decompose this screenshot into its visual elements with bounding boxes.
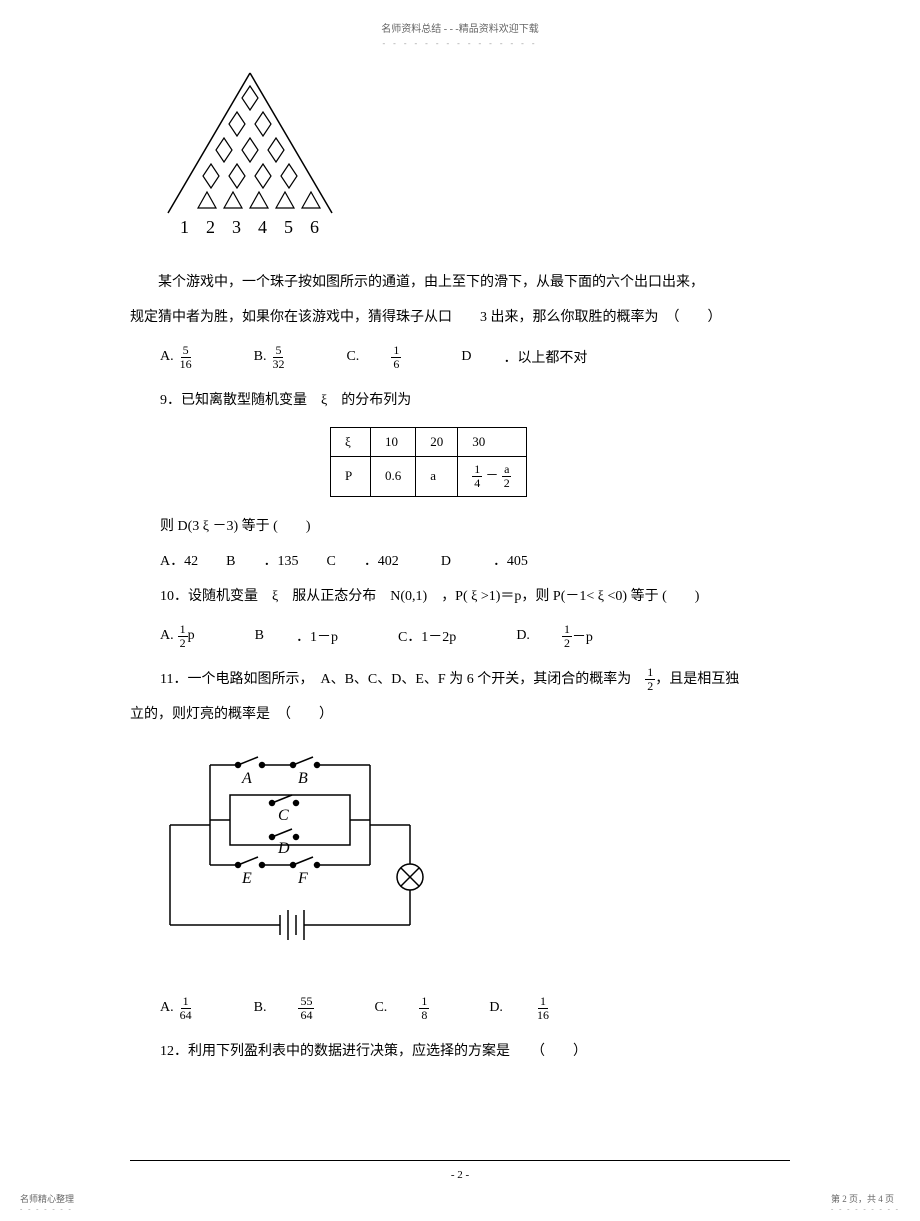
svg-text:B: B — [298, 770, 308, 787]
q11-stem: 11．一个电路如图所示， A、B、C、D、E、F 为 6 个开关，其闭合的概率为… — [130, 665, 790, 696]
q11-line2: 立的，则灯亮的概率是 （ ） — [130, 700, 790, 731]
q10-stem: 10．设随机变量 ξ 服从正态分布 N(0,1) ，P( ξ >1)＝p，则 P… — [130, 582, 790, 613]
q10-options: A.12p B ．1－p C．1－2p D. 12－p — [130, 623, 790, 650]
circuit-diagram: A B C D E F — [150, 745, 450, 965]
header-dots: - - - - - - - - - - - - - - - — [130, 39, 790, 48]
svg-text:A: A — [241, 770, 252, 787]
page-rule — [130, 1160, 790, 1161]
svg-text:6: 6 — [310, 217, 319, 237]
footer-right: 第 2 页，共 4 页 - - - - - - - - - — [831, 1192, 900, 1213]
q11-options: A.164 B. 5564 C. 18 D. 116 — [130, 995, 790, 1022]
svg-text:4: 4 — [258, 217, 267, 237]
q12-stem: 12．利用下列盈利表中的数据进行决策，应选择的方案是 （ ） — [130, 1037, 790, 1068]
header-text: 名师资料总结 - - -精品资料欢迎下载 — [130, 20, 790, 35]
svg-text:F: F — [297, 870, 308, 887]
footer-left: 名师精心整理 - - - - - - - — [20, 1192, 74, 1213]
q9-line2: 则 D(3 ξ －3) 等于 ( ) — [130, 512, 790, 543]
q9-options: A．42 B ．135 C ．402 D ．405 — [130, 547, 790, 578]
pyramid-diagram: 1 2 3 4 5 6 — [150, 68, 350, 248]
svg-text:2: 2 — [206, 217, 215, 237]
svg-text:5: 5 — [284, 217, 293, 237]
svg-text:1: 1 — [180, 217, 189, 237]
q9-stem: 9．已知离散型随机变量 ξ 的分布列为 — [130, 386, 790, 417]
svg-text:C: C — [278, 807, 289, 824]
svg-text:D: D — [277, 840, 290, 857]
q8-line1: 某个游戏中，一个珠子按如图所示的通道，由上至下的滑下，从最下面的六个出口出来， — [130, 268, 790, 299]
svg-text:E: E — [241, 870, 252, 887]
q9-table: ξ 10 20 30 P 0.6 a 14 － a2 — [330, 427, 527, 497]
q8-line2: 规定猜中者为胜，如果你在该游戏中，猜得珠子从口 3 出来，那么你取胜的概率为 （… — [130, 303, 790, 334]
page-number: - 2 - — [0, 1169, 920, 1181]
svg-text:3: 3 — [232, 217, 241, 237]
q8-options: A.516 B.532 C. 16 D ．以上都不对 — [130, 344, 790, 371]
